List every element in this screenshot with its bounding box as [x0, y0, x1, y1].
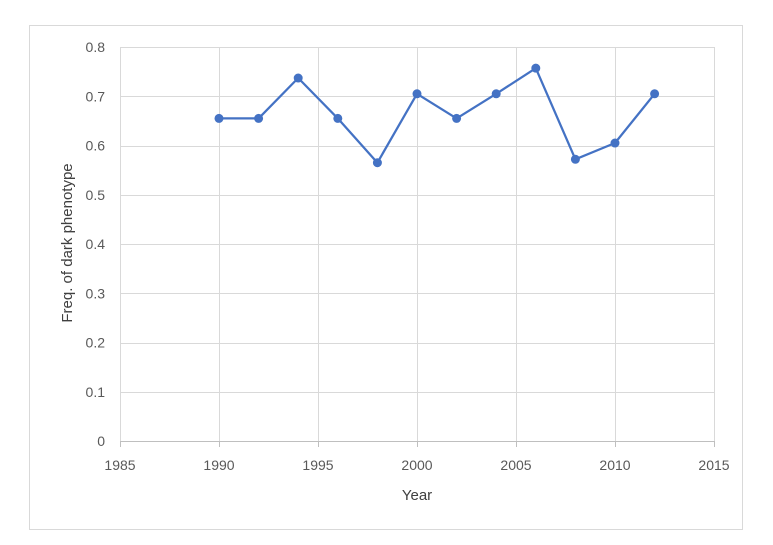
x-axis-title: Year	[402, 487, 432, 504]
data-point	[491, 89, 501, 99]
x-tick-label: 2015	[698, 457, 729, 473]
data-point	[650, 89, 660, 99]
data-point	[214, 113, 224, 123]
data-point	[254, 113, 264, 123]
x-tick-label: 1985	[104, 457, 135, 473]
y-tick-label: 0.5	[86, 187, 106, 203]
data-point	[333, 113, 343, 123]
gridlines	[120, 47, 715, 441]
y-tick-label: 0	[97, 433, 105, 449]
x-tick-label: 1995	[302, 457, 333, 473]
x-axis	[120, 47, 715, 447]
tick-labels: 0 0.1 0.2 0.3 0.4 0.5 0.6 0.7 0.8 1985 1990 1995 200…	[86, 39, 730, 473]
y-tick-label: 0.1	[86, 384, 106, 400]
data-point	[570, 154, 580, 164]
x-tick-label: 1990	[203, 457, 234, 473]
x-tick-label: 2010	[599, 457, 630, 473]
x-tick-label: 2000	[401, 457, 432, 473]
y-tick-label: 0.6	[86, 138, 106, 154]
data-point	[412, 89, 422, 99]
data-point	[610, 138, 620, 148]
data-point	[531, 63, 541, 73]
y-tick-label: 0.8	[86, 39, 106, 55]
chart-frame	[29, 25, 743, 530]
x-tick-label: 2005	[500, 457, 531, 473]
y-tick-label: 0.7	[86, 88, 106, 104]
y-tick-label: 0.4	[86, 236, 106, 252]
y-tick-label: 0.3	[86, 285, 106, 301]
data-point	[372, 158, 382, 168]
series-line	[219, 67, 656, 164]
y-axis-title: Freq. of dark phenotype	[59, 163, 76, 322]
y-tick-label: 0.2	[86, 335, 106, 351]
data-point	[293, 73, 303, 83]
series-layer	[214, 63, 660, 168]
data-point	[452, 113, 462, 123]
